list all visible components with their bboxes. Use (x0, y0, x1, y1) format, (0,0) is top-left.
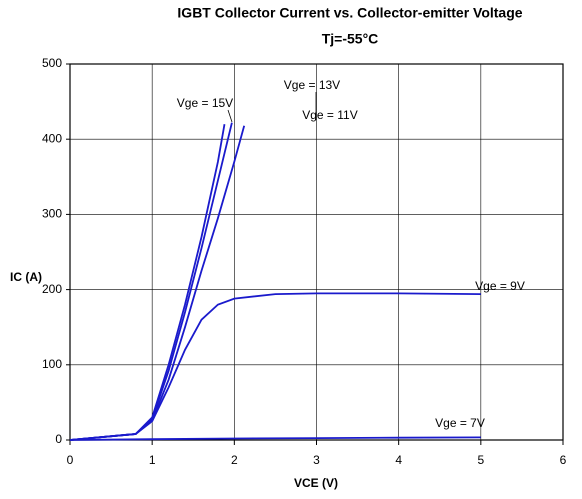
y-tick-label: 500 (42, 56, 62, 70)
x-tick-label: 5 (477, 453, 484, 467)
x-tick-label: 6 (560, 453, 567, 467)
y-axis-label: IC (A) (10, 270, 42, 284)
y-tick-label: 200 (42, 282, 62, 296)
x-tick-label: 0 (67, 453, 74, 467)
curve-label: Vge = 7V (435, 416, 485, 430)
y-tick-label: 400 (42, 131, 62, 145)
curve (69, 292, 481, 441)
chart-title: IGBT Collector Current vs. Collector-emi… (177, 5, 522, 21)
curve-label: Vge = 9V (475, 279, 525, 293)
x-tick-label: 3 (313, 453, 320, 467)
y-tick-label: 100 (42, 357, 62, 371)
curve (69, 125, 246, 441)
curve (69, 122, 233, 441)
curve (69, 124, 226, 441)
curve (69, 436, 481, 441)
curve-label: Vge = 11V (302, 108, 358, 122)
plot-frame (69, 63, 564, 441)
x-tick-label: 4 (395, 453, 402, 467)
chart-subtitle: Tj=-55°C (322, 31, 379, 47)
curve-label: Vge = 13V (284, 78, 340, 92)
curve-label: Vge = 15V (177, 96, 233, 110)
x-tick-label: 2 (231, 453, 238, 467)
x-axis-label: VCE (V) (294, 476, 338, 490)
x-tick-label: 1 (149, 453, 156, 467)
y-tick-label: 300 (42, 207, 62, 221)
y-tick-label: 0 (55, 432, 62, 446)
leader-line (227, 109, 233, 123)
